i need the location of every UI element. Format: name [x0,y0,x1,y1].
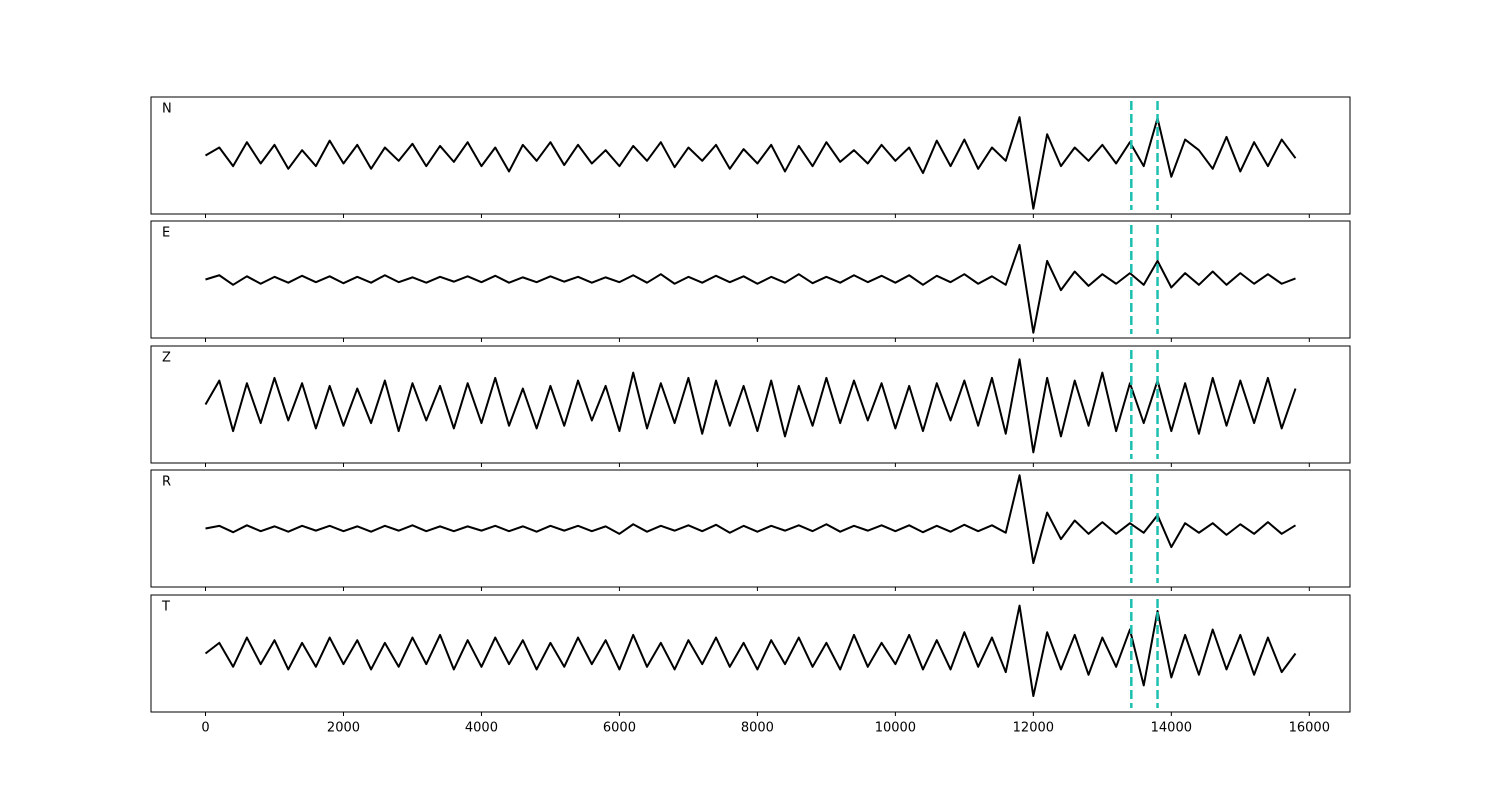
x-tick-label: 0 [201,721,209,736]
panel-label: T [161,600,170,615]
panel-frame [150,345,1351,464]
x-tick-label: 4000 [465,721,498,736]
trace [204,116,1297,210]
panel-frame [150,220,1351,339]
x-tick-label: 2000 [327,721,360,736]
panel-label: R [162,475,171,490]
x-tick-label: 14000 [1151,721,1192,736]
trace [205,474,1297,565]
x-tick-label: 10000 [875,721,916,736]
panel-label: E [162,226,170,241]
x-tick-label: 16000 [1289,721,1330,736]
trace [204,358,1297,454]
panel-label: Z [162,351,171,366]
panel-frame [150,96,1351,215]
x-tick-label: 8000 [741,721,774,736]
panel-frame [150,469,1351,588]
trace [204,604,1297,698]
x-tick-label: 6000 [603,721,636,736]
x-tick-label: 12000 [1013,721,1054,736]
trace [205,243,1296,334]
panel-label: N [162,102,172,117]
panel-frame [150,594,1351,713]
